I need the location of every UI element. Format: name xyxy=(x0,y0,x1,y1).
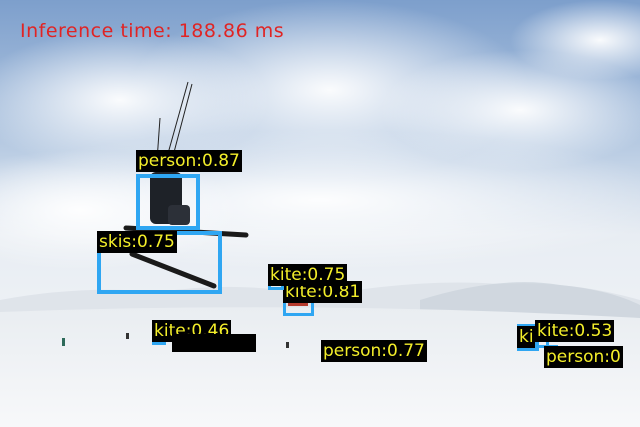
detection-box-person xyxy=(136,174,200,230)
detection-label-kite: kite:0.53 xyxy=(535,320,615,342)
detection-label-person: person:0 xyxy=(544,346,623,368)
detection-label-person: person:0.87 xyxy=(136,150,242,172)
detection-label-person: person:0.77 xyxy=(321,340,427,362)
detection-label-occluded xyxy=(172,334,256,352)
detection-label-skis: skis:0.75 xyxy=(97,231,177,253)
detection-label-kite: kite:0.75 xyxy=(268,264,348,286)
inference-time-overlay: Inference time: 188.86 ms xyxy=(20,20,285,42)
detection-label-kite: ki xyxy=(517,326,536,348)
detection-label-kite: kite:0.81 xyxy=(283,281,363,303)
